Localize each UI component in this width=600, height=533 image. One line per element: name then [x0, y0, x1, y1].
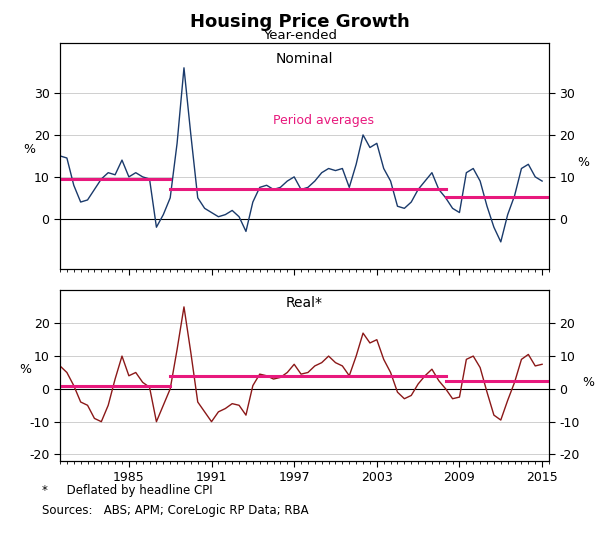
Text: Year-ended: Year-ended: [263, 29, 337, 42]
Text: Sources:   ABS; APM; CoreLogic RP Data; RBA: Sources: ABS; APM; CoreLogic RP Data; RB…: [42, 504, 308, 516]
Y-axis label: %: %: [23, 143, 35, 156]
Text: *     Deflated by headline CPI: * Deflated by headline CPI: [42, 484, 212, 497]
Text: Real*: Real*: [286, 296, 323, 310]
Text: Nominal: Nominal: [276, 52, 333, 66]
Y-axis label: %: %: [19, 363, 31, 376]
Y-axis label: %: %: [578, 156, 590, 169]
Text: Housing Price Growth: Housing Price Growth: [190, 13, 410, 31]
Text: Period averages: Period averages: [273, 114, 374, 127]
Y-axis label: %: %: [582, 376, 594, 389]
